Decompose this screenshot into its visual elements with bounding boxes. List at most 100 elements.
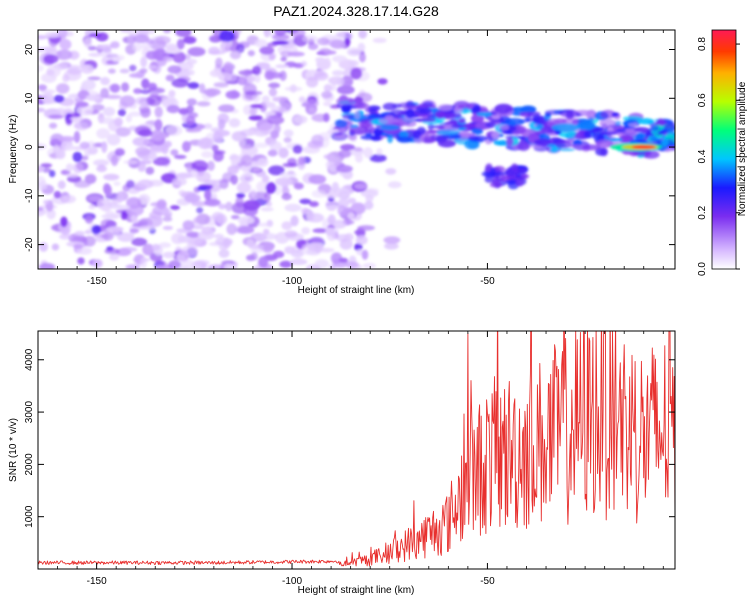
- spectral-blob: [218, 249, 230, 258]
- spectral-blob: [150, 130, 165, 142]
- spectral-blob: [208, 50, 226, 55]
- spectral-blob: [88, 32, 102, 38]
- spectral-blob: [599, 118, 617, 128]
- spectral-blob: [661, 138, 669, 147]
- spectral-blob: [280, 56, 287, 62]
- spectral-blob: [87, 195, 102, 202]
- spectral-blob: [134, 96, 150, 106]
- spectral-blob: [96, 165, 107, 173]
- spectral-blob: [436, 129, 461, 136]
- spectral-blob: [558, 148, 576, 152]
- spectral-blob: [50, 133, 64, 145]
- spectral-blob: [476, 112, 494, 117]
- spectral-blob: [174, 154, 187, 159]
- spectral-blob: [126, 197, 142, 209]
- spectral-blob: [236, 192, 246, 198]
- spectral-blob: [341, 113, 355, 120]
- spectral-blob: [338, 257, 349, 263]
- spectral-blob: [280, 50, 293, 58]
- spectral-blob: [162, 225, 174, 230]
- spectral-blob: [93, 259, 103, 268]
- spectral-blob: [125, 114, 133, 123]
- spectral-blob: [281, 193, 292, 201]
- spectral-blob: [106, 133, 121, 146]
- spectral-blob: [506, 137, 514, 146]
- spectral-blob: [462, 123, 480, 129]
- spectral-blob: [147, 30, 156, 35]
- spectral-blob: [121, 82, 130, 92]
- spectral-blob: [87, 140, 96, 150]
- spectral-blob: [438, 125, 445, 130]
- spectral-blob: [338, 149, 352, 158]
- spectral-blob: [540, 126, 555, 134]
- spectral-blob: [76, 247, 92, 255]
- spectral-blob: [616, 128, 627, 133]
- spectral-blob: [336, 85, 355, 95]
- spectral-blob: [308, 174, 327, 185]
- spectral-blob: [248, 244, 264, 250]
- spectral-blob: [48, 114, 64, 120]
- spectral-blob: [600, 109, 616, 119]
- spectral-blob: [358, 52, 366, 63]
- spectral-blob: [211, 144, 219, 152]
- spectral-blob: [336, 165, 353, 173]
- spectral-blob: [282, 162, 299, 168]
- spectral-blob: [74, 121, 89, 131]
- spectral-blob: [195, 170, 211, 183]
- spectral-blob: [172, 51, 186, 64]
- spectral-blob: [74, 230, 85, 236]
- spectral-blob: [218, 104, 235, 113]
- top-x-tick-label: -100: [282, 276, 302, 287]
- spectral-blob: [264, 70, 275, 81]
- spectral-blob: [170, 205, 181, 211]
- spectral-blob: [283, 129, 294, 138]
- spectral-blob: [344, 233, 354, 242]
- spectral-blob: [212, 131, 224, 143]
- spectral-blob: [284, 86, 303, 92]
- spectral-blob: [128, 111, 142, 117]
- spectral-blob: [308, 107, 316, 114]
- snr-frame: [37, 330, 676, 570]
- spectral-blob: [100, 77, 111, 86]
- spectral-blob: [271, 33, 290, 41]
- spectral-blob: [38, 34, 48, 40]
- spectral-blob: [338, 128, 347, 134]
- spectral-blob: [87, 76, 101, 81]
- spectral-blob: [43, 199, 50, 205]
- spectral-blob: [353, 147, 363, 152]
- spectral-blob: [357, 225, 375, 231]
- spectral-blob: [175, 254, 186, 262]
- colorbar-tick-label: 0.2: [697, 205, 708, 219]
- spectral-blob: [116, 192, 124, 203]
- spectral-blob: [168, 259, 182, 269]
- spectral-blob: [182, 140, 191, 153]
- spectral-blob: [287, 51, 305, 57]
- spectral-blob: [51, 243, 60, 251]
- colorbar-tick-label: 0.6: [697, 93, 708, 107]
- spectral-blob: [195, 213, 211, 225]
- spectral-blob: [100, 87, 110, 99]
- colorbar-tick-label: 0.8: [697, 37, 708, 51]
- spectral-blob: [354, 229, 366, 235]
- spectral-blob: [600, 147, 608, 157]
- spectral-blob: [111, 227, 122, 235]
- spectral-blob: [236, 181, 252, 194]
- spectral-blob: [533, 138, 552, 146]
- spectral-blob: [203, 88, 221, 97]
- spectral-blob: [437, 139, 456, 148]
- spectral-blob: [315, 56, 326, 63]
- spectral-blob: [125, 264, 141, 269]
- spectral-blob: [385, 168, 397, 175]
- spectral-blob: [370, 135, 382, 142]
- spectral-blob: [623, 151, 632, 155]
- spectral-blob: [360, 189, 379, 198]
- spectral-blob: [298, 96, 306, 103]
- spectral-blob: [130, 215, 138, 222]
- spectral-blob: [133, 88, 143, 94]
- spectral-blob: [163, 30, 172, 34]
- spectral-blob: [284, 246, 295, 255]
- spectral-blob: [279, 260, 293, 268]
- spectral-blob: [44, 31, 61, 38]
- spectral-blob: [158, 242, 171, 248]
- spectral-blob: [101, 214, 117, 219]
